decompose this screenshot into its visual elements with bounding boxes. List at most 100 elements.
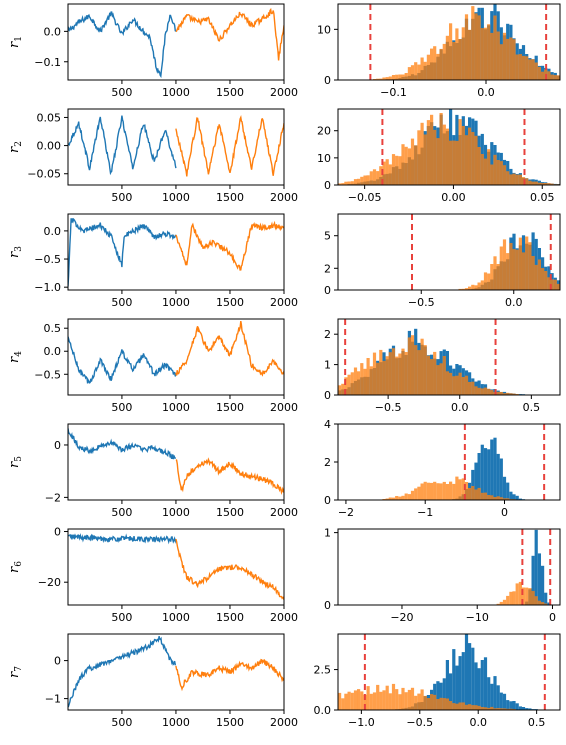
hist-bar-second-half (369, 366, 373, 395)
hist-bar-second-half (442, 43, 446, 80)
hist-bar-second-half (417, 486, 421, 500)
y-axis-label: r5 (7, 456, 24, 468)
hist-bar-first-half (541, 565, 545, 605)
y-tick-label: 0 (324, 494, 331, 507)
hist-bar-second-half (480, 388, 484, 395)
hist-bar-second-half (442, 698, 446, 710)
x-tick-label: 0.0 (505, 296, 523, 309)
hist-bar-second-half (404, 146, 408, 185)
hist-bar-second-half (353, 367, 358, 395)
hist-bar-second-half (534, 264, 538, 290)
y-tick-label: 0.0 (44, 345, 62, 358)
hist-bar-second-half (439, 697, 443, 710)
hist-bar-second-half (423, 345, 427, 395)
axes-frame (337, 213, 561, 291)
hist-bar-first-half (502, 693, 507, 710)
hist-bar-second-half (433, 46, 437, 80)
hist-bar-second-half (480, 492, 484, 500)
hist-bar-first-half (547, 602, 551, 605)
hist-bar-first-half (487, 677, 491, 710)
axes-frame (67, 423, 285, 501)
hist-bar-second-half (439, 483, 443, 500)
hist-bar-second-half (449, 140, 453, 185)
y-tick-label: 0 (324, 74, 331, 87)
y-tick-label: 0.0 (44, 225, 62, 238)
hist-bar-first-half (445, 660, 449, 710)
hist-bar-second-half (417, 693, 421, 710)
y-tick-label: 0.5 (44, 322, 62, 335)
y-tick-label: −0.1 (34, 56, 61, 69)
hist-bar-second-half (382, 161, 386, 185)
x-tick-label: 1000 (162, 401, 190, 414)
hist-bar-first-half (436, 681, 440, 710)
hist-bar-second-half (483, 492, 488, 500)
hist-bar-second-half (464, 375, 469, 395)
hist-bar-second-half (537, 259, 541, 290)
x-tick-label: 2000 (270, 191, 298, 204)
hist-bar-second-half (544, 183, 548, 185)
hist-bar-second-half (442, 356, 446, 395)
x-tick-label: −1 (417, 506, 433, 519)
hist-bar-first-half (502, 476, 507, 500)
axes-frame (67, 3, 285, 81)
hist-bar-second-half (407, 337, 411, 395)
hist-bar-second-half (506, 392, 510, 395)
hist-bar-first-half (537, 553, 541, 605)
hist-bar-second-half (464, 482, 469, 500)
hist-bar-second-half (363, 368, 367, 395)
y-tick-label: 0 (324, 389, 331, 402)
x-tick-label: 2000 (270, 611, 298, 624)
trace-second-half (175, 320, 284, 377)
hist-bar-second-half (449, 481, 453, 500)
row-r2: 500 1000 1500 2000 0.05 0.00 −0.05 −0.05 0.00 0.0… (7, 108, 561, 204)
hist-bar-second-half (544, 271, 548, 290)
hist-bar-second-half (407, 67, 411, 80)
hist-bar-first-half (487, 449, 491, 500)
hist-bar-second-half (521, 55, 526, 80)
hist-bar-second-half (474, 13, 478, 80)
hist-bar-second-half (518, 237, 522, 290)
hist-bar-first-half (506, 700, 510, 710)
x-tick-label: 500 (111, 296, 132, 309)
hist-bar-second-half (458, 288, 462, 290)
hist-bar-second-half (537, 600, 541, 605)
hist-bar-second-half (474, 285, 478, 290)
axes-frame (337, 528, 561, 606)
hist-bar-second-half (528, 59, 532, 80)
hist-bar-second-half (382, 360, 386, 395)
y-tick-label: −0.5 (34, 253, 61, 266)
hist-bar-second-half (417, 64, 421, 80)
hist-bar-second-half (433, 481, 437, 500)
hist-bar-second-half (461, 288, 465, 290)
hist-bar-first-half (496, 685, 500, 710)
hist-bar-second-half (395, 356, 399, 395)
hist-bar-second-half (436, 483, 440, 500)
hist-bar-second-half (410, 687, 415, 710)
hist-bar-second-half (515, 54, 519, 80)
hist-bar-second-half (541, 183, 545, 185)
hist-bar-first-half (515, 495, 519, 500)
hist-bar-second-half (338, 183, 342, 185)
hist-bar-second-half (468, 127, 472, 185)
hist-bar-first-half (490, 439, 494, 500)
row-r3: 500 1000 1500 2000 0.0 −0.5 −1.0 −0.5 0.0 0 2 5 r3 (7, 213, 561, 309)
hist-bar-second-half (379, 691, 383, 710)
hist-bar-second-half (436, 138, 440, 185)
y-tick-label: −20 (38, 576, 61, 589)
hist-bar-first-half (493, 437, 497, 500)
hist-bar-second-half (461, 702, 465, 710)
hist-bar-second-half (376, 684, 380, 710)
hist-bar-first-half (474, 462, 478, 500)
hist-bar-second-half (407, 494, 411, 500)
hist-bar-second-half (458, 39, 462, 80)
hist-bar-second-half (445, 128, 449, 185)
trace-first-half (68, 636, 177, 708)
hist-bar-second-half (449, 372, 453, 395)
hist-bar-second-half (512, 393, 516, 395)
hist-bar-first-half (455, 665, 459, 710)
hist-bar-second-half (376, 362, 380, 395)
x-tick-label: 1000 (162, 716, 190, 729)
y-tick-label: −1 (45, 693, 61, 706)
x-tick-label: 1000 (162, 506, 190, 519)
